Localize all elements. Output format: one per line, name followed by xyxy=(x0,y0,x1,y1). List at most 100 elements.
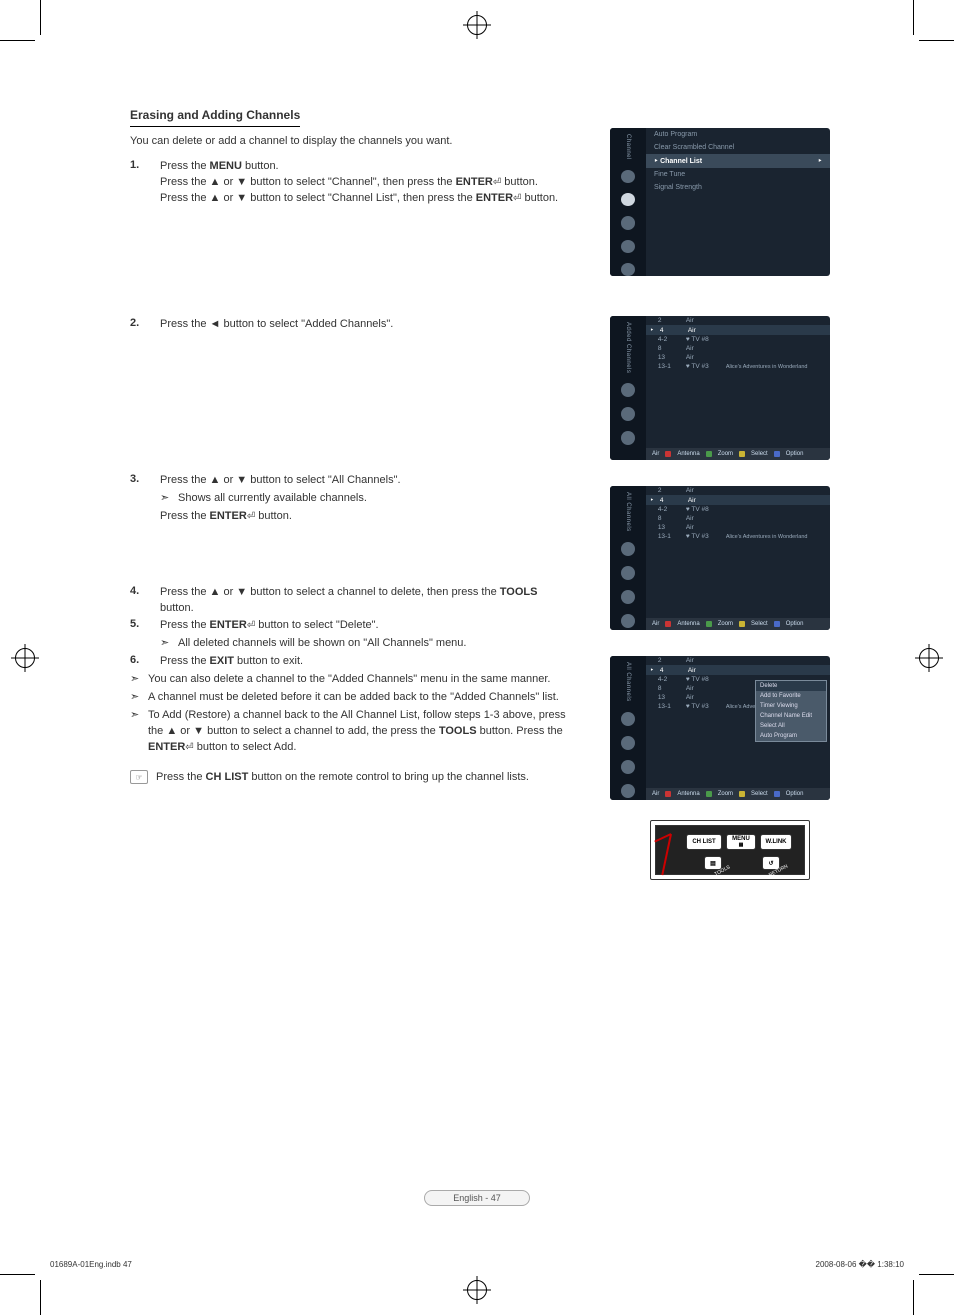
menu-item: Fine Tune xyxy=(646,168,830,181)
step-body: Press the ENTER⏎ button to select "Delet… xyxy=(160,618,570,634)
step-2-block: 2. Press the ◄ button to select "Added C… xyxy=(130,317,570,333)
menu-item: Auto Program xyxy=(646,128,830,141)
side-icon xyxy=(621,784,635,798)
sub-text: All deleted channels will be shown on "A… xyxy=(178,636,570,652)
blue-dot-icon xyxy=(774,621,780,627)
side-icon xyxy=(621,170,635,183)
foot-label: Zoom xyxy=(718,791,733,797)
crop-mark xyxy=(919,1274,954,1275)
registration-mark xyxy=(15,648,35,668)
side-icon xyxy=(621,566,635,580)
step-number: 4. xyxy=(130,585,160,597)
step-body: Press the ENTER⏎ button. xyxy=(160,509,570,525)
popup-item: Delete xyxy=(756,681,826,691)
remote-note-icon: ☞ xyxy=(130,770,148,784)
step-1-block: 1. Press the MENU button. Press the ▲ or… xyxy=(130,159,570,207)
remote-menu-button: MENU▦ xyxy=(726,834,756,850)
step-number: 3. xyxy=(130,473,160,485)
channel-row: 13Air xyxy=(646,523,830,532)
step-body: Press the ▲ or ▼ button to select a chan… xyxy=(160,585,570,617)
text: button. xyxy=(501,176,538,188)
osd-channel-menu: Channel Auto Program Clear Scrambled Cha… xyxy=(610,128,830,276)
side-icon xyxy=(621,240,635,253)
text: Press the xyxy=(160,510,210,522)
foot-label: Zoom xyxy=(718,451,733,457)
bold: EXIT xyxy=(210,655,234,667)
side-icon xyxy=(621,216,635,229)
text: Press the ▲ or ▼ button to select "Chann… xyxy=(160,192,476,204)
channel-row: 2Air xyxy=(646,656,830,665)
print-timestamp: 2008-08-06 �� 1:38:10 xyxy=(816,1260,904,1269)
registration-mark xyxy=(919,648,939,668)
sub-text: A channel must be deleted before it can … xyxy=(148,690,570,706)
channel-row: 2Air xyxy=(646,316,830,325)
osd-main: 2Air‣ 4Air 4-2♥ TV #8 8Air 13Air 13-1♥ T… xyxy=(646,656,830,800)
remote-diagram: CH LIST MENU▦ W.LINK ▤ ↺ TOOLS RETURN xyxy=(650,820,810,880)
foot-label: Air xyxy=(652,791,659,797)
sub-marker-icon: ➣ xyxy=(160,636,178,649)
crop-mark xyxy=(40,1280,41,1315)
channel-row: 13Air xyxy=(646,353,830,362)
foot-label: Zoom xyxy=(718,621,733,627)
step-number: 5. xyxy=(130,618,160,630)
yellow-dot-icon xyxy=(739,791,745,797)
yellow-dot-icon xyxy=(739,451,745,457)
red-dot-icon xyxy=(665,621,671,627)
sub-marker-icon: ➣ xyxy=(130,690,148,703)
menu-item: Signal Strength xyxy=(646,181,830,194)
registration-mark xyxy=(467,15,487,35)
side-icon xyxy=(621,407,635,421)
side-icon xyxy=(621,614,635,628)
channel-row: ‣ 4Air xyxy=(646,495,830,505)
osd-all-channels-popup: All Channels 2Air‣ 4Air 4-2♥ TV #8 8Air … xyxy=(610,656,830,800)
foot-label: Option xyxy=(786,791,804,797)
step-body: Press the EXIT button to exit. xyxy=(160,654,570,670)
side-icon xyxy=(621,383,635,397)
step-3-block: 3. Press the ▲ or ▼ button to select "Al… xyxy=(130,473,570,525)
bold: TOOLS xyxy=(500,586,538,598)
menu-item-selected: ‣ Channel List‣ xyxy=(646,154,830,168)
bold: TOOLS xyxy=(439,725,477,737)
text: Press the ▲ or ▼ button to select "Chann… xyxy=(160,176,456,188)
popup-item: Timer Viewing xyxy=(756,701,826,711)
text: Press the xyxy=(156,771,206,783)
green-dot-icon xyxy=(706,621,712,627)
text: Press the xyxy=(160,619,210,631)
page-content: Erasing and Adding Channels You can dele… xyxy=(130,108,830,786)
sub-text: Shows all currently available channels. xyxy=(178,491,570,507)
step-body: Press the ▲ or ▼ button to select "All C… xyxy=(160,473,570,489)
bold: ENTER xyxy=(210,619,247,631)
side-icon xyxy=(621,760,635,774)
popup-item: Add to Favorite xyxy=(756,691,826,701)
text: button. xyxy=(160,602,194,614)
text: button. xyxy=(242,160,279,172)
foot-label: Select xyxy=(751,791,768,797)
registration-mark xyxy=(467,1280,487,1300)
bold: MENU xyxy=(210,160,242,172)
side-icon xyxy=(621,263,635,276)
step-number: 6. xyxy=(130,654,160,666)
crop-mark xyxy=(0,40,35,41)
step-body: Press the ◄ button to select "Added Chan… xyxy=(160,317,570,333)
osd-footer: Air Antenna Zoom Select Option xyxy=(646,448,830,460)
options-popup: Delete Add to Favorite Timer Viewing Cha… xyxy=(755,680,827,742)
osd-main: Auto Program Clear Scrambled Channel ‣ C… xyxy=(646,128,830,276)
text: Press the xyxy=(160,160,210,172)
osd-footer: Air Antenna Zoom Select Option xyxy=(646,788,830,800)
channel-row: 4-2♥ TV #8 xyxy=(646,505,830,514)
osd-side-label: Added Channels xyxy=(625,322,631,373)
text: Press the xyxy=(160,655,210,667)
foot-label: Antenna xyxy=(677,451,699,457)
foot-label: Air xyxy=(652,451,659,457)
popup-item: Channel Name Edit xyxy=(756,711,826,721)
foot-label: Select xyxy=(751,621,768,627)
crop-mark xyxy=(913,0,914,35)
channel-row: ‣ 4Air xyxy=(646,665,830,675)
steps-4-6-block: 4. Press the ▲ or ▼ button to select a c… xyxy=(130,585,570,786)
bold: ENTER xyxy=(456,176,493,188)
text: Channel List xyxy=(660,158,702,165)
remote-wlink-button: W.LINK xyxy=(760,834,792,850)
osd-main: 2Air‣ 4Air 4-2♥ TV #8 8Air 13Air 13-1♥ T… xyxy=(646,486,830,630)
channel-row: 8Air xyxy=(646,344,830,353)
foot-label: Option xyxy=(786,451,804,457)
